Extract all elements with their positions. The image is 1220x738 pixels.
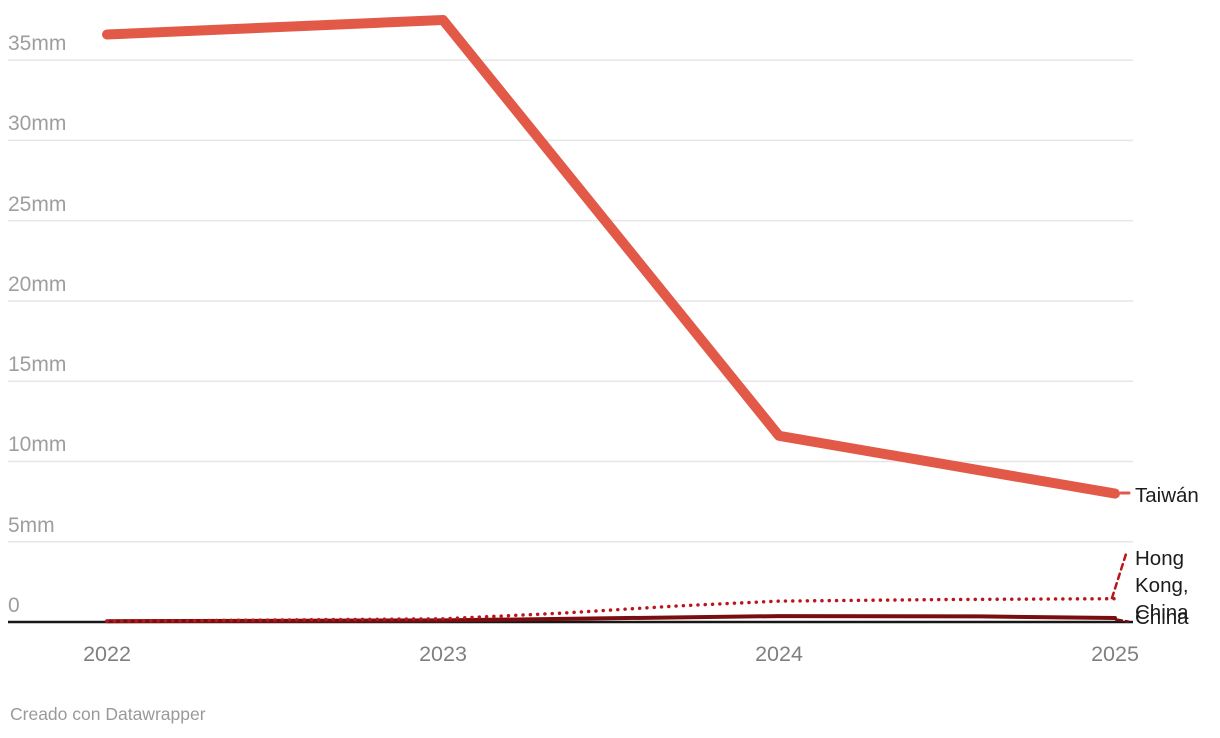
- hong-kong-china-line: [105, 597, 1117, 623]
- x-tick-label-2025: 2025: [1091, 642, 1139, 666]
- y-tick-label-35mm: 35mm: [8, 32, 67, 56]
- x-tick-label-2022: 2022: [83, 642, 131, 666]
- x-tick-label-2023: 2023: [419, 642, 467, 666]
- y-tick-label-15mm: 15mm: [8, 353, 67, 377]
- series-label-china: China: [1135, 606, 1189, 629]
- y-tick-label-20mm: 20mm: [8, 272, 67, 296]
- line-chart-plot: [8, 15, 1133, 624]
- china-line: [105, 614, 1117, 624]
- series-label-hong-kong-china: Hong Kong, China: [1135, 547, 1189, 624]
- y-tick-label-5mm: 5mm: [8, 513, 55, 537]
- y-tick-label-30mm: 30mm: [8, 112, 67, 136]
- china-label-connector: [1114, 618, 1130, 623]
- attribution-text: Creado con Datawrapper: [10, 704, 206, 724]
- y-tick-label-25mm: 25mm: [8, 192, 67, 216]
- y-tick-label-0: 0: [8, 594, 20, 617]
- taiwan-line: [102, 15, 1120, 499]
- y-tick-label-10mm: 10mm: [8, 433, 67, 457]
- series-label-taiwan: Taiwán: [1135, 484, 1199, 507]
- x-tick-label-2024: 2024: [755, 642, 803, 666]
- hong-kong-label-connector: [1110, 552, 1128, 600]
